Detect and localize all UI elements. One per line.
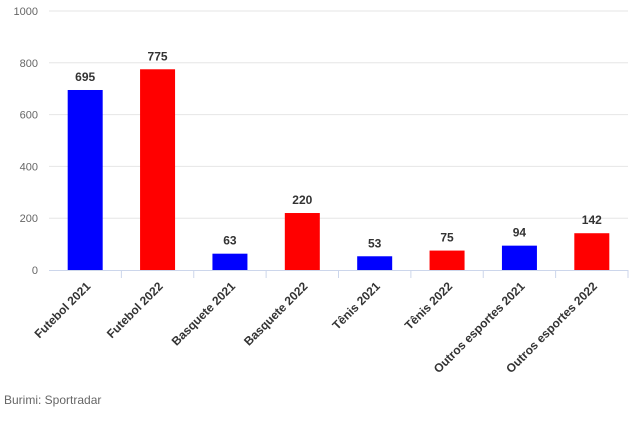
- gridlines: [49, 10, 628, 219]
- y-tick-label: 800: [20, 58, 38, 70]
- data-label: 63: [223, 234, 237, 248]
- data-label: 75: [440, 231, 454, 245]
- x-tick-label: Tênis 2021: [330, 279, 384, 333]
- bar: [284, 213, 320, 270]
- data-label: 142: [582, 213, 602, 227]
- x-axis: Futebol 2021 Futebol 2022 Basquete 2021 Bas…: [32, 270, 629, 376]
- data-labels: 695 775 63 220 53 75 94 142: [75, 49, 602, 250]
- data-label: 695: [75, 70, 95, 84]
- bar: [429, 250, 465, 270]
- source-note: Burimi: Sportradar: [4, 393, 102, 407]
- x-tick-label: Basquete 2022: [241, 279, 311, 349]
- y-tick-label: 0: [32, 265, 38, 277]
- bar: [67, 89, 103, 271]
- x-tick-label: Tênis 2022: [402, 279, 456, 333]
- y-tick-label: 1000: [14, 6, 38, 18]
- y-axis: 0 200 400 600 800 1000: [14, 6, 38, 277]
- data-label: 94: [513, 226, 527, 240]
- y-tick-label: 600: [20, 110, 38, 122]
- data-label: 775: [148, 49, 168, 63]
- x-tick-label: Futebol 2021: [32, 279, 94, 341]
- bar: [140, 69, 176, 271]
- bar: [501, 245, 537, 270]
- bar: [212, 253, 248, 270]
- y-tick-label: 400: [20, 161, 38, 173]
- bar: [574, 233, 610, 270]
- x-tick-label: Basquete 2021: [169, 279, 239, 349]
- bars: [67, 69, 610, 271]
- data-label: 220: [292, 193, 312, 207]
- bar: [357, 256, 393, 270]
- data-label: 53: [368, 236, 382, 250]
- y-tick-label: 200: [20, 213, 38, 225]
- x-tick-label: Futebol 2022: [104, 279, 166, 341]
